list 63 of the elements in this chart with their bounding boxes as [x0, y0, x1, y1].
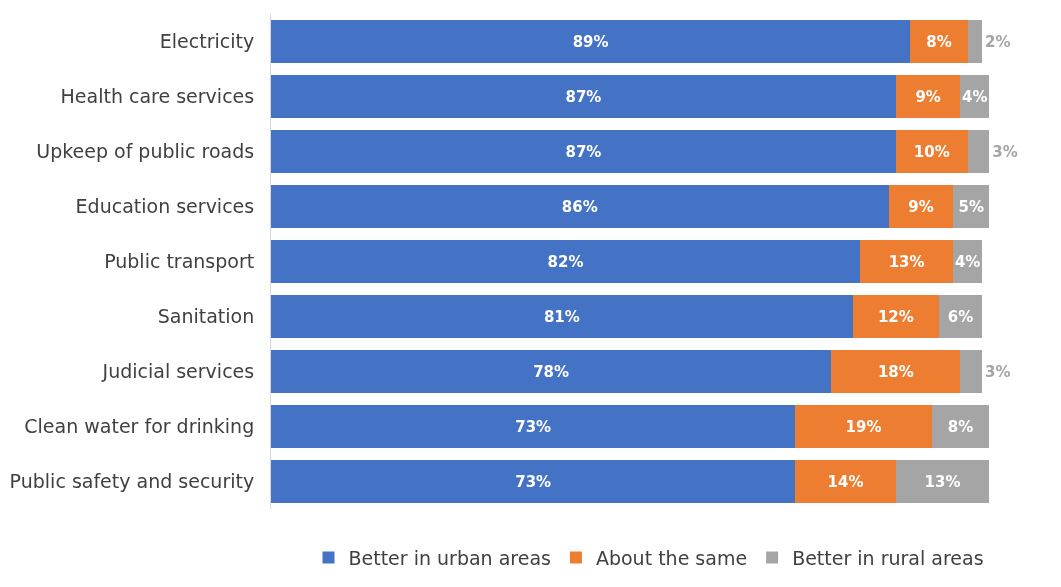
bar: [931, 405, 990, 448]
bar: [967, 20, 983, 63]
data-label: 87%: [565, 87, 602, 106]
bar: [938, 295, 983, 338]
y-tick-label: Public safety and security: [9, 470, 255, 493]
y-tick-label: Judicial services: [101, 360, 255, 383]
data-label: 12%: [877, 307, 914, 326]
y-tick-label: Upkeep of public roads: [36, 140, 255, 163]
y-tick-label: Public transport: [104, 250, 255, 273]
legend-label: Better in rural areas: [792, 546, 984, 569]
y-tick-label: Education services: [75, 195, 255, 218]
data-label: 82%: [547, 252, 584, 271]
bar: [895, 130, 968, 173]
bar: [271, 460, 796, 503]
data-label: 2%: [985, 32, 1011, 51]
bar: [960, 350, 983, 393]
data-label: 78%: [533, 362, 570, 381]
data-label: 4%: [962, 87, 988, 106]
data-label: 10%: [913, 142, 950, 161]
bar: [852, 295, 939, 338]
data-label: 73%: [515, 472, 552, 491]
legend-label: About the same: [595, 546, 748, 569]
y-tick-label: Health care services: [60, 85, 255, 108]
bar: [967, 130, 990, 173]
data-label: 89%: [572, 32, 609, 51]
data-label: 81%: [543, 307, 580, 326]
bar: [271, 185, 889, 228]
data-label: 5%: [958, 197, 984, 216]
data-label: 3%: [992, 142, 1018, 161]
data-label: 86%: [561, 197, 598, 216]
data-label: 6%: [947, 307, 974, 326]
bar: [271, 240, 860, 283]
bar: [895, 75, 961, 118]
data-label: 19%: [845, 417, 882, 436]
bar: [795, 405, 932, 448]
y-tick-label: Sanitation: [157, 305, 255, 328]
y-tick-label: Clean water for drinking: [24, 415, 255, 438]
y-tick-label: Electricity: [159, 30, 255, 53]
bar: [271, 350, 832, 393]
data-label: 3%: [985, 362, 1011, 381]
legend-label: Better in urban areas: [348, 546, 551, 569]
bar: [895, 460, 990, 503]
bar: [271, 130, 896, 173]
data-label: 18%: [877, 362, 914, 381]
bar: [795, 460, 896, 503]
bar: [859, 240, 954, 283]
bar: [271, 75, 896, 118]
data-label: 73%: [515, 417, 552, 436]
data-label: 8%: [926, 32, 952, 51]
bar: [888, 185, 954, 228]
data-label: 87%: [565, 142, 602, 161]
bar: [910, 20, 968, 63]
data-label: 9%: [908, 197, 934, 216]
data-label: 4%: [954, 252, 981, 271]
bar: [271, 295, 853, 338]
data-label: 9%: [915, 87, 941, 106]
data-label: 13%: [924, 472, 961, 491]
bar: [271, 20, 911, 63]
data-label: 13%: [888, 252, 925, 271]
bar: [831, 350, 961, 393]
bar: [271, 405, 796, 448]
data-label: 14%: [827, 472, 864, 491]
data-label: 8%: [947, 417, 974, 436]
